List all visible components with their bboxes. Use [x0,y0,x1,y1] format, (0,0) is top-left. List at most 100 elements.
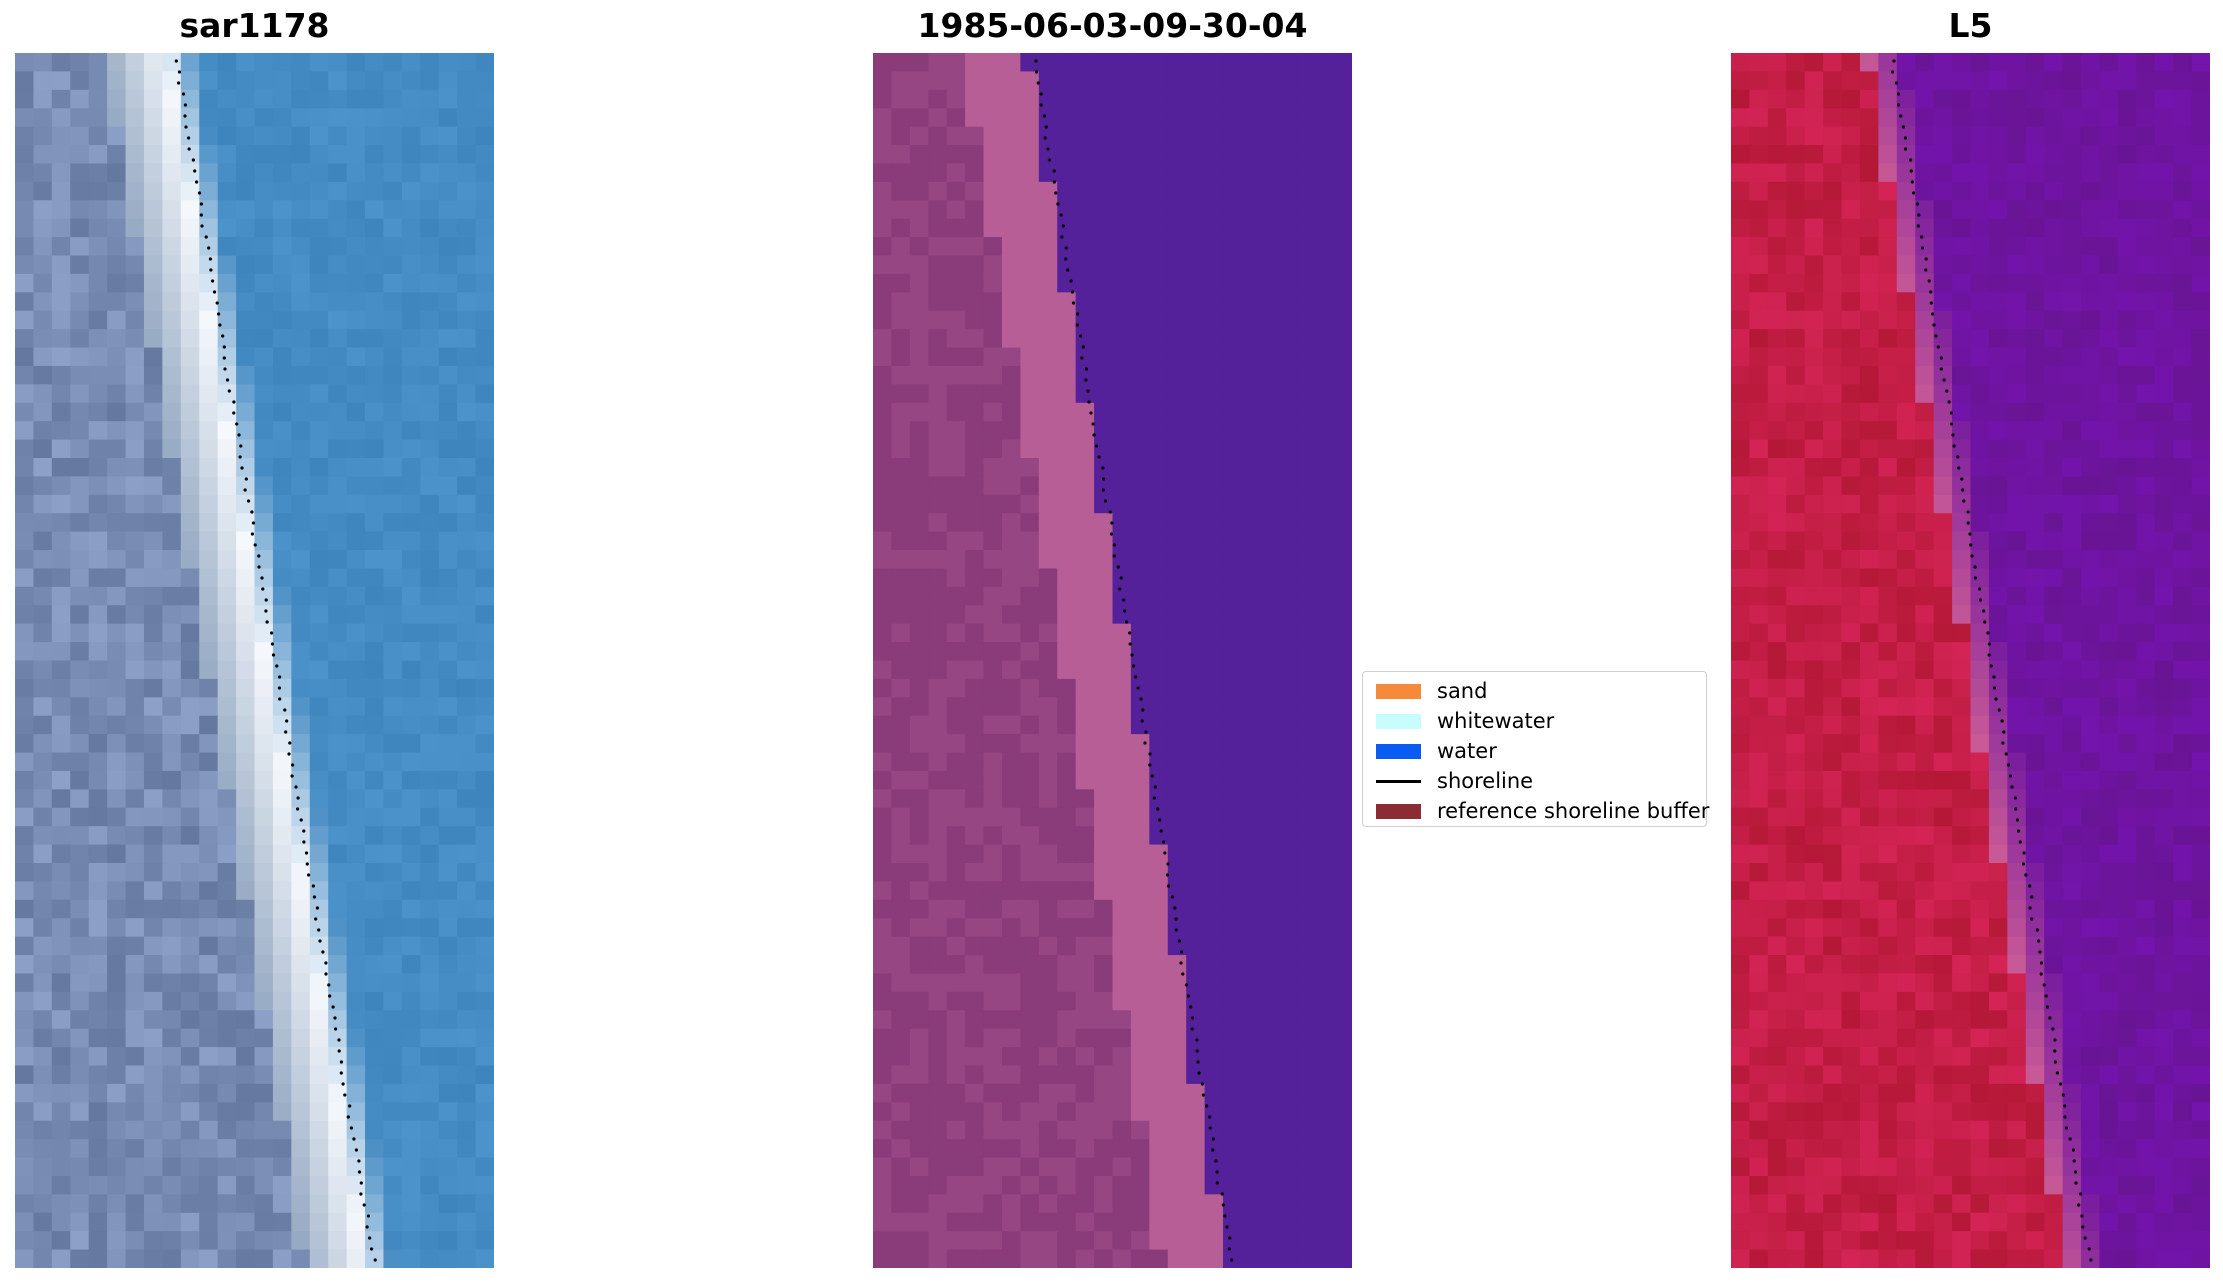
shoreline-point [2030,895,2034,899]
shoreline-point [195,180,199,184]
shoreline-point [1181,972,1185,976]
shoreline-point [1909,169,1913,173]
shoreline-point [2018,840,2022,844]
shoreline-point [1116,565,1120,569]
shoreline-point [1034,70,1039,74]
shoreline-point [2071,1148,2076,1152]
shoreline-point [2072,1159,2076,1163]
shoreline-point [1128,631,1132,635]
shoreline-point [1929,290,1933,294]
shoreline-point [197,191,202,195]
shoreline-point [1119,576,1123,580]
shoreline-point [370,1247,374,1251]
shoreline-point [1144,730,1148,734]
shoreline-point [1896,103,1901,107]
shoreline-point [2073,1170,2078,1174]
shoreline-point [199,202,203,206]
shoreline-point [1108,510,1112,514]
shoreline-point [1227,1247,1231,1251]
shoreline-point [357,1170,362,1174]
legend-label-water: water [1437,739,1497,763]
shoreline-point [2013,796,2018,800]
shoreline-point [1179,961,1183,965]
shoreline-point [253,543,257,547]
shoreline-point [1221,1203,1225,1207]
shoreline-point [1143,741,1147,745]
shoreline-point [1968,532,1972,536]
shoreline-point [1163,851,1167,855]
shoreline-point [1891,70,1895,74]
shoreline-point [1076,312,1080,316]
shoreline-point [187,147,191,151]
shoreline-point [321,950,325,954]
shoreline-point [1214,1159,1218,1163]
shoreline-point [1909,158,1913,162]
shoreline-point [212,290,217,294]
shoreline-point [1097,455,1101,459]
shoreline-point [1091,422,1095,426]
shoreline-point [1102,477,1106,481]
shoreline-point [211,279,215,283]
shoreline-point [1917,213,1921,217]
shoreline-point [2008,774,2013,778]
shoreline-point [1086,389,1090,393]
shoreline-point [1177,939,1181,943]
shoreline-point [2080,1214,2084,1218]
shoreline-point [177,70,182,74]
shoreline-point [307,873,311,877]
shoreline-point [1039,92,1043,96]
shoreline-point [2021,862,2026,866]
shoreline-point [1899,114,1903,118]
shoreline-point [1197,1071,1201,1075]
shoreline-point [278,697,282,701]
shoreline-point [339,1060,343,1064]
shoreline-point [287,752,291,756]
shoreline-point [265,620,269,624]
shoreline-point [261,587,265,591]
shoreline-point [2059,1082,2063,1086]
shoreline-point [2053,1049,2057,1053]
shoreline-point [217,312,221,316]
shoreline-point [1141,708,1145,712]
shoreline-point [221,334,225,338]
shoreline-point [1112,554,1116,558]
shoreline-point [1043,136,1047,140]
shoreline-point [337,1049,341,1053]
shoreline-point [2053,1060,2057,1064]
shoreline-point [354,1148,358,1152]
shoreline-point [1047,158,1051,162]
shoreline-point [264,598,268,602]
shoreline-point [1190,1027,1194,1031]
shoreline-point [1123,609,1127,613]
shoreline-point [1969,543,1973,547]
shoreline-point [1075,323,1079,327]
whitewater-swatch [1376,714,1421,729]
shoreline-point [1153,785,1157,789]
legend-label-shoreline: shoreline [1437,769,1534,793]
shoreline-point [2078,1192,2083,1196]
shoreline-point [1064,257,1068,261]
shoreline-point [314,917,318,921]
shoreline-point [1989,664,1993,668]
shoreline-point [1089,411,1093,415]
shoreline-point [2077,1203,2081,1207]
shoreline-point [2004,752,2008,756]
shoreline-point [257,565,261,569]
shoreline-point [333,1016,337,1020]
shoreline-point [1987,642,1991,646]
sand-swatch [1376,684,1421,699]
shoreline-point [183,103,187,107]
shoreline-point [2000,719,2004,723]
shoreline-point [1924,257,1928,261]
shoreline-point [2014,807,2018,811]
shoreline-point [331,1005,335,1009]
shoreline-point [1936,345,1940,349]
shoreline-point [277,686,281,690]
shoreline-point [270,631,274,635]
water-swatch [1376,744,1421,759]
shoreline-point [352,1137,356,1141]
shoreline-point [247,499,251,503]
shoreline-point [1223,1214,1227,1218]
shoreline-point [2061,1093,2065,1097]
shoreline-point [243,488,247,492]
